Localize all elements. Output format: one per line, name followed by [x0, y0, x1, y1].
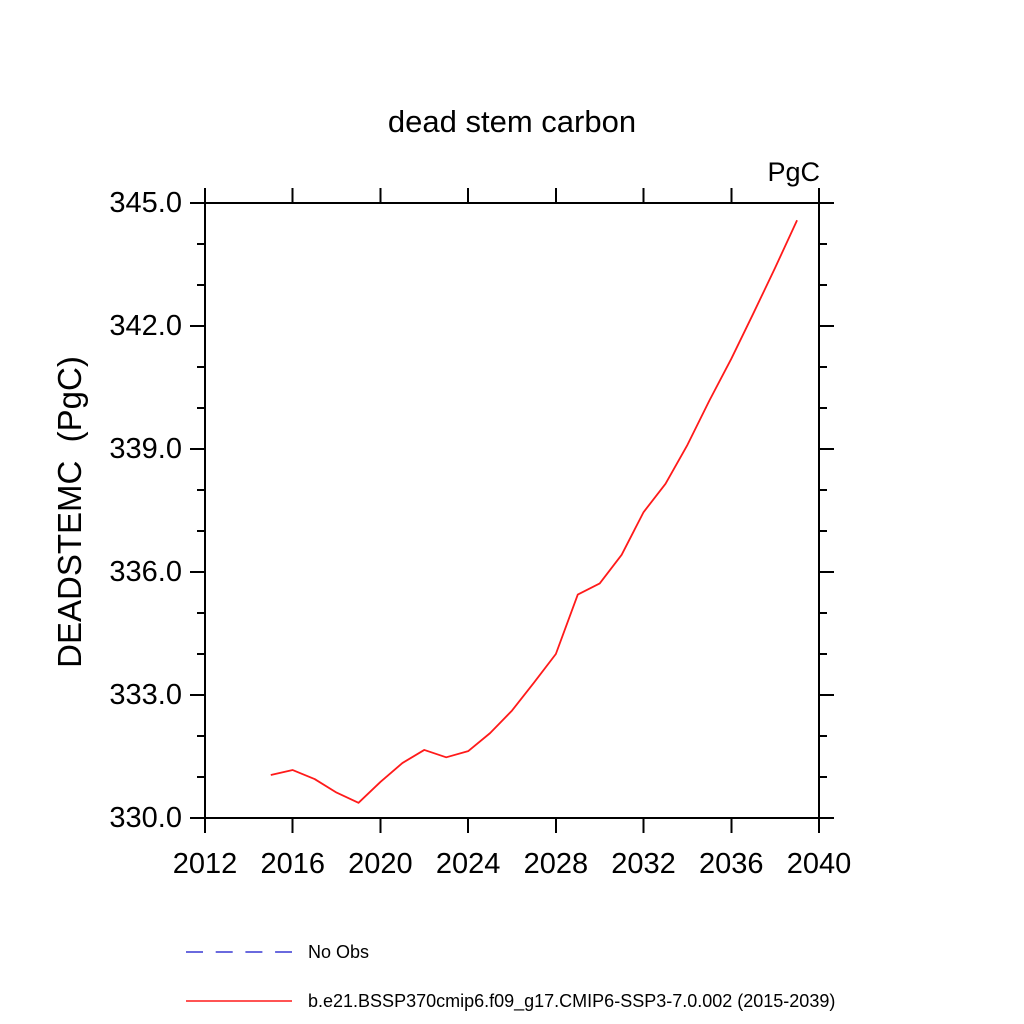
legend-swatch-no-obs [186, 951, 292, 953]
x-tick-label: 2040 [786, 848, 852, 880]
x-tick-label: 2028 [523, 848, 589, 880]
y-tick-label: 336.0 [109, 556, 182, 588]
units-label: PgC [767, 157, 820, 187]
plot-frame [204, 202, 820, 819]
x-tick-label: 2016 [260, 848, 325, 880]
legend-label-no-obs: No Obs [308, 942, 370, 962]
legend-label-model-run: b.e21.BSSP370cmip6.f09_g17.CMIP6-SSP3-7.… [308, 991, 836, 1011]
x-tick-label: 2012 [172, 848, 238, 880]
chart-title: dead stem carbon [387, 104, 637, 139]
y-tick-label: 342.0 [109, 310, 182, 342]
x-tick-label: 2024 [435, 848, 501, 880]
y-tick-label: 330.0 [109, 802, 182, 834]
y-tick-label: 333.0 [109, 679, 182, 711]
y-tick-label: 345.0 [109, 187, 182, 219]
legend-swatch-model-run [186, 1000, 292, 1002]
x-tick-label: 2036 [699, 848, 764, 880]
y-tick-label: 339.0 [109, 433, 182, 465]
x-tick-label: 2032 [611, 848, 676, 880]
x-tick-label: 2020 [348, 848, 413, 880]
series-line [270, 219, 798, 804]
